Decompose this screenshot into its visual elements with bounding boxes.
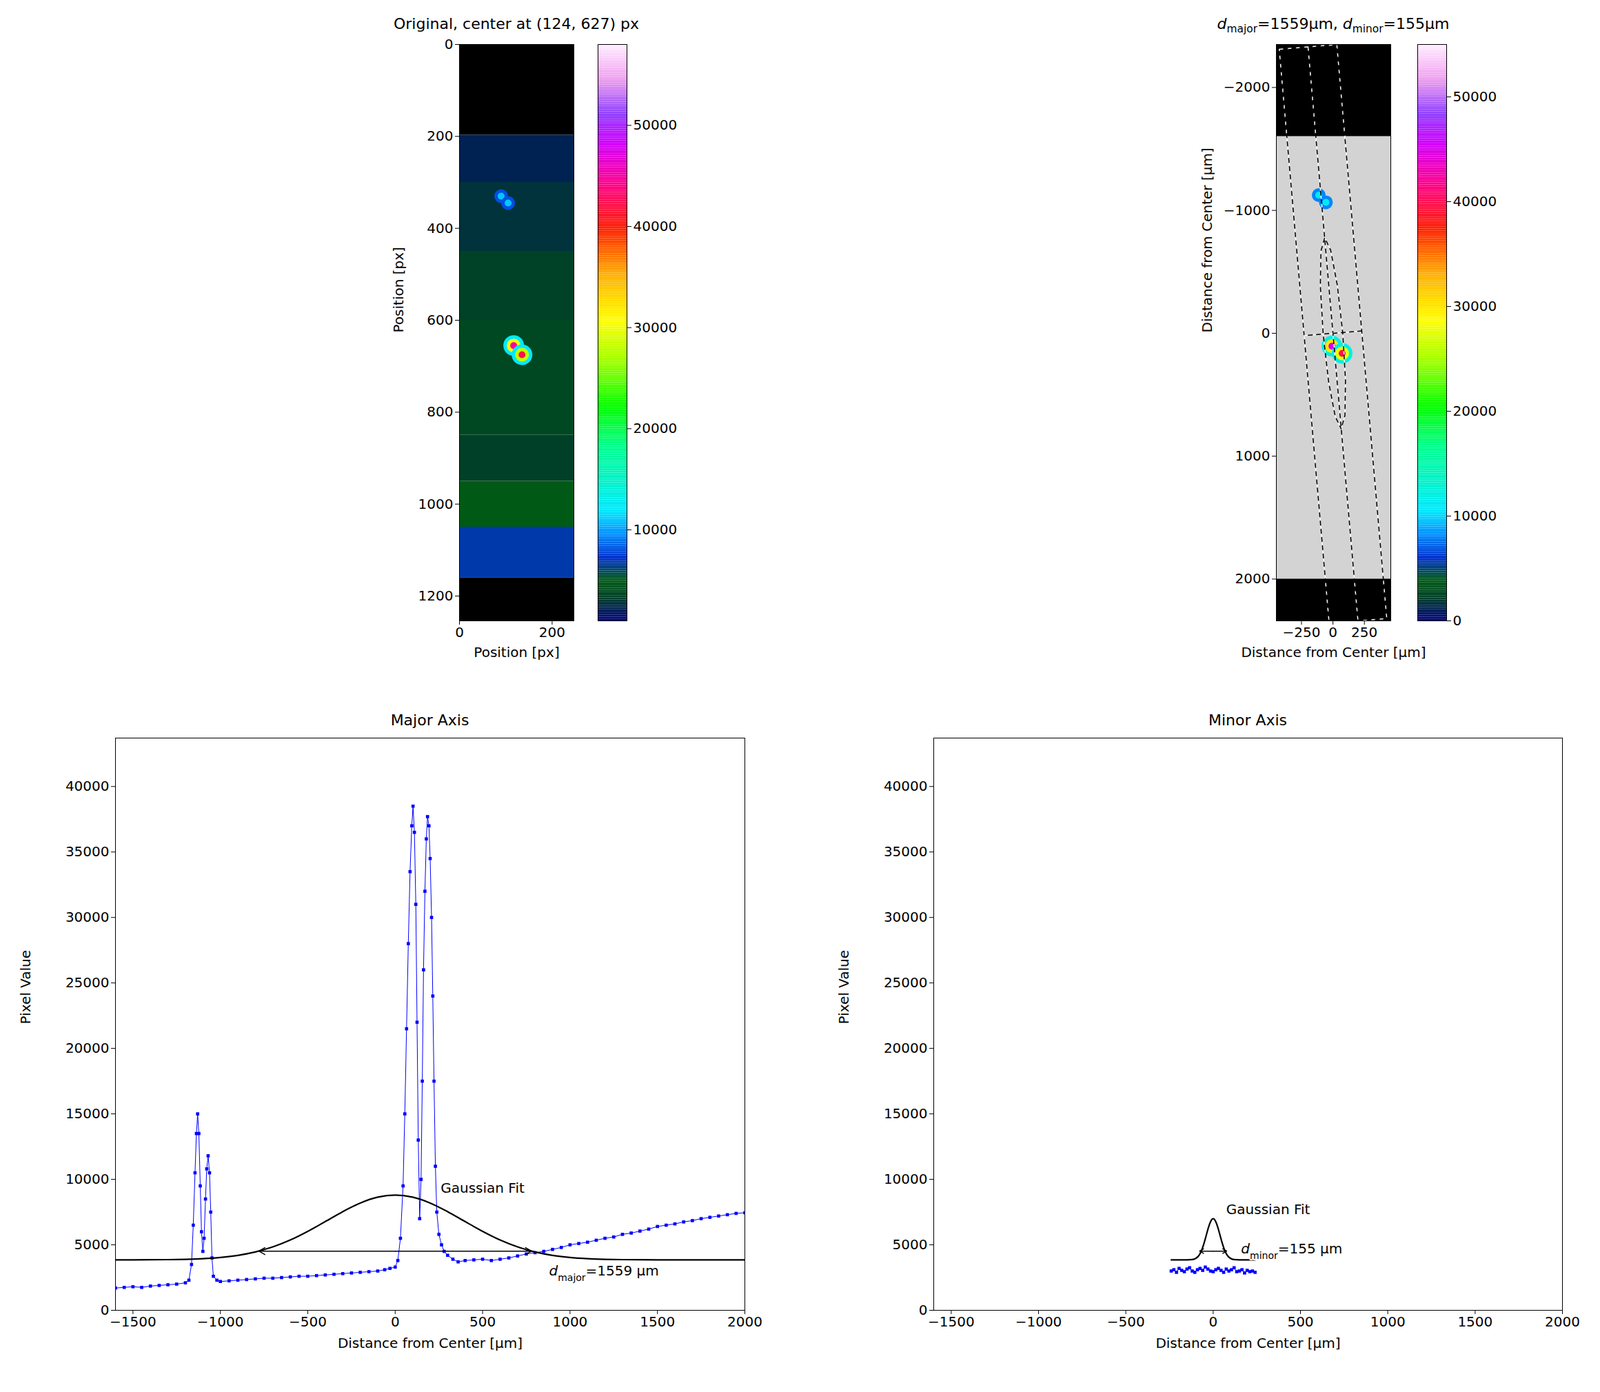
html-text:Original, center at (124, 627): Original, center at (124, 627) px — [393, 15, 640, 33]
svg-text:−1500: −1500 — [927, 1313, 975, 1330]
svg-text:20000: 20000 — [65, 1039, 110, 1057]
svg-text:0: 0 — [1261, 324, 1271, 342]
svg-text:20000: 20000 — [633, 419, 678, 437]
svg-text:−2000: −2000 — [1223, 78, 1271, 96]
svg-text:10000: 10000 — [633, 521, 678, 538]
svg-text:1000: 1000 — [552, 1313, 588, 1330]
svg-text:0: 0 — [1453, 612, 1463, 629]
svg-text:30000: 30000 — [65, 908, 110, 926]
svg-text:0: 0 — [454, 623, 464, 641]
svg-text:0: 0 — [444, 35, 454, 53]
svg-text:0: 0 — [918, 1301, 928, 1319]
svg-text:1500: 1500 — [639, 1313, 675, 1330]
svg-text:40000: 40000 — [65, 777, 110, 795]
svg-text:Gaussian Fit: Gaussian Fit — [1226, 1200, 1311, 1218]
svg-text:600: 600 — [426, 311, 453, 329]
svg-text:40000: 40000 — [1453, 193, 1498, 210]
svg-text:5000: 5000 — [892, 1236, 928, 1253]
svg-text:Position [px]: Position [px] — [390, 246, 407, 333]
svg-text:Position [px]: Position [px] — [473, 643, 560, 661]
svg-text:30000: 30000 — [1453, 297, 1498, 315]
svg-text:1000: 1000 — [1370, 1313, 1406, 1330]
html-text:Minor Axis: Minor Axis — [1208, 711, 1288, 729]
svg-text:2000: 2000 — [1235, 570, 1271, 587]
svg-text:1200: 1200 — [418, 587, 454, 604]
svg-text:25000: 25000 — [883, 974, 928, 991]
svg-text:40000: 40000 — [633, 217, 678, 235]
svg-text:Pixel Value: Pixel Value — [17, 949, 34, 1025]
svg-text:0: 0 — [1208, 1313, 1218, 1330]
svg-text:50000: 50000 — [633, 116, 678, 134]
svg-text:25000: 25000 — [65, 974, 110, 991]
svg-text:35000: 35000 — [883, 843, 928, 860]
svg-text:Pixel Value: Pixel Value — [835, 949, 853, 1025]
svg-text:5000: 5000 — [74, 1236, 110, 1253]
svg-text:Distance from Center [µm]: Distance from Center [µm] — [1240, 643, 1426, 661]
svg-text:10000: 10000 — [65, 1170, 110, 1188]
svg-text:0: 0 — [1328, 623, 1338, 641]
html-text:Major Axis: Major Axis — [390, 711, 470, 729]
svg-text:800: 800 — [426, 403, 453, 420]
svg-text:40000: 40000 — [883, 777, 928, 795]
svg-text:1500: 1500 — [1457, 1313, 1493, 1330]
svg-text:Distance from Center [µm]: Distance from Center [µm] — [1198, 147, 1216, 333]
svg-text:35000: 35000 — [65, 843, 110, 860]
svg-text:−500: −500 — [288, 1313, 327, 1330]
svg-text:20000: 20000 — [883, 1039, 928, 1057]
svg-text:Distance from Center [µm]: Distance from Center [µm] — [337, 1334, 523, 1352]
svg-text:−1500: −1500 — [109, 1313, 157, 1330]
svg-text:500: 500 — [469, 1313, 496, 1330]
svg-text:500: 500 — [1287, 1313, 1314, 1330]
svg-text:15000: 15000 — [883, 1105, 928, 1122]
svg-text:20000: 20000 — [1453, 402, 1498, 420]
svg-text:200: 200 — [539, 623, 566, 641]
svg-text:10000: 10000 — [883, 1170, 928, 1188]
svg-text:30000: 30000 — [633, 319, 678, 336]
svg-text:0: 0 — [390, 1313, 400, 1330]
svg-text:dminor=155 µm: dminor=155 µm — [1240, 1240, 1343, 1261]
svg-text:10000: 10000 — [1453, 507, 1498, 524]
svg-text:1000: 1000 — [1235, 447, 1271, 464]
svg-text:30000: 30000 — [883, 908, 928, 926]
svg-text:2000: 2000 — [727, 1313, 763, 1330]
svg-text:Gaussian Fit: Gaussian Fit — [440, 1179, 525, 1197]
svg-text:−1000: −1000 — [197, 1313, 245, 1330]
svg-text:50000: 50000 — [1453, 88, 1498, 105]
svg-text:−1000: −1000 — [1015, 1313, 1063, 1330]
svg-text:0: 0 — [100, 1301, 110, 1319]
svg-text:−1000: −1000 — [1223, 201, 1271, 219]
svg-text:200: 200 — [426, 127, 453, 145]
svg-text:15000: 15000 — [65, 1105, 110, 1122]
svg-text:dmajor=1559 µm: dmajor=1559 µm — [548, 1262, 659, 1283]
svg-text:−500: −500 — [1107, 1313, 1146, 1330]
html-text:dmajor=1559µm, dminor=155µm: dmajor=1559µm, dminor=155µm — [1217, 15, 1450, 36]
svg-text:400: 400 — [426, 219, 453, 237]
svg-text:2000: 2000 — [1544, 1313, 1581, 1330]
svg-text:250: 250 — [1351, 623, 1378, 641]
svg-text:1000: 1000 — [418, 495, 454, 513]
svg-text:Distance from Center [µm]: Distance from Center [µm] — [1155, 1334, 1341, 1352]
svg-text:−250: −250 — [1282, 623, 1321, 641]
